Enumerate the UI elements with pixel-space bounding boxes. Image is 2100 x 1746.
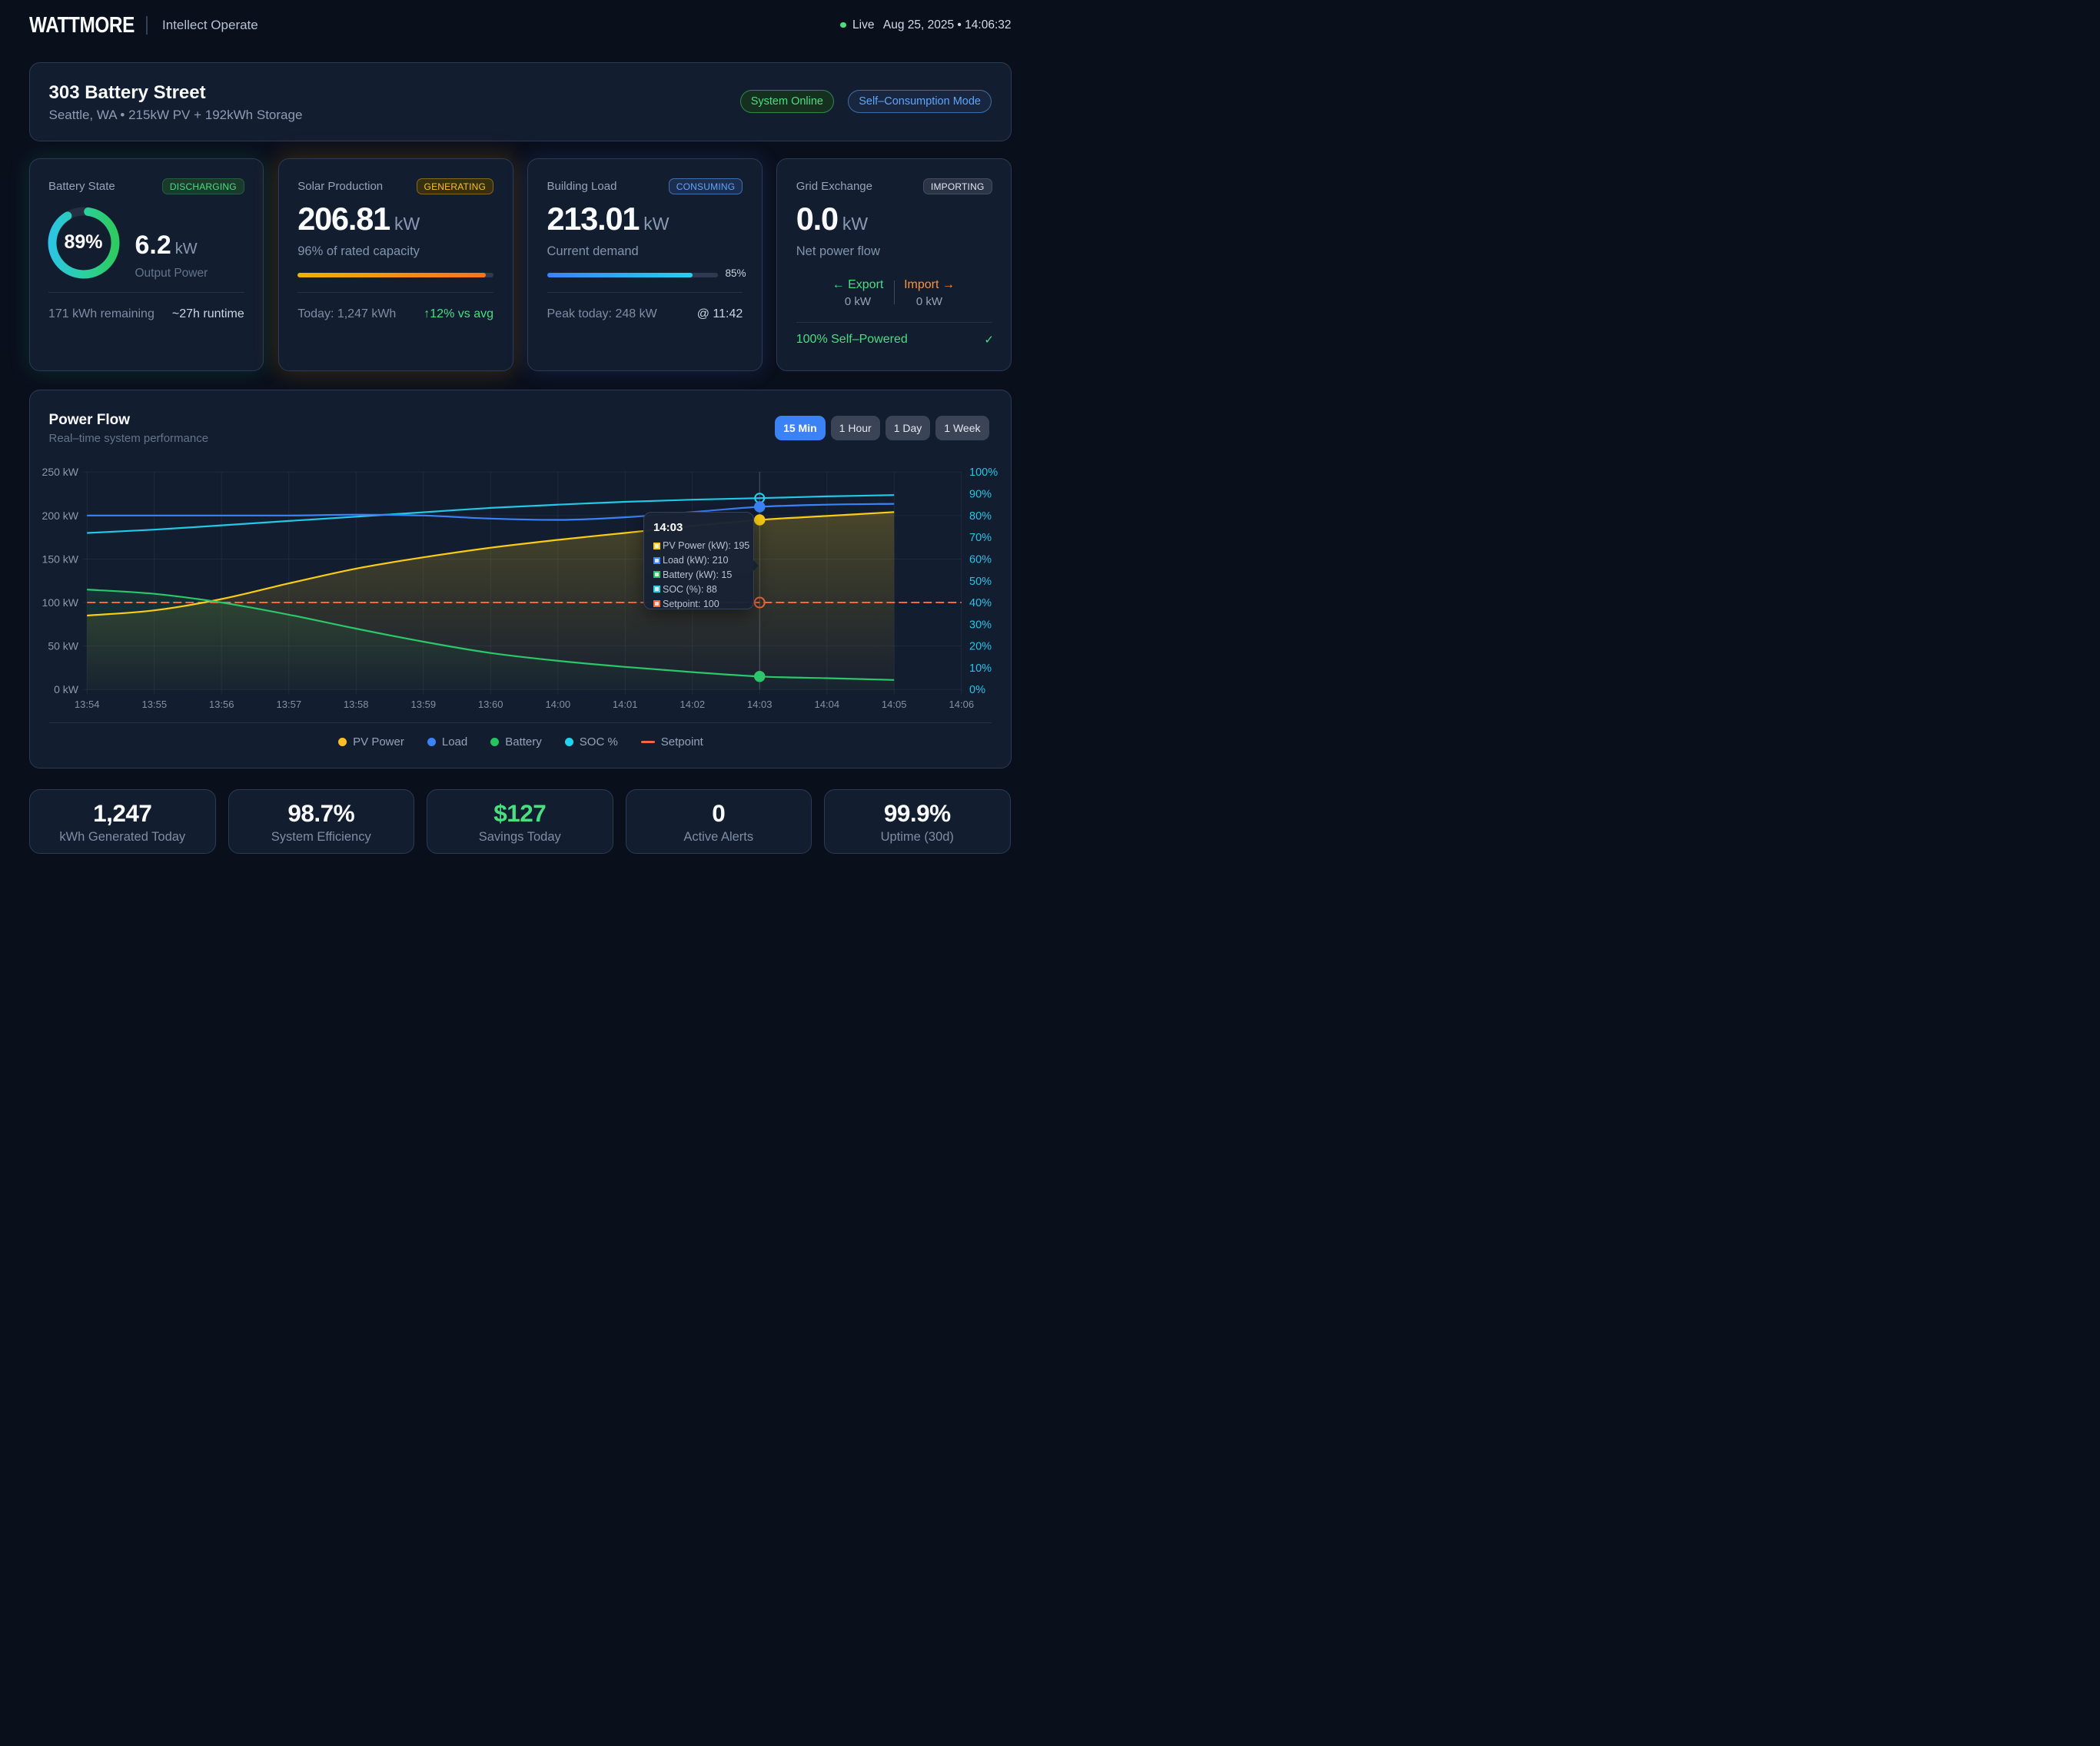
- svg-text:250 kW: 250 kW: [42, 466, 78, 478]
- svg-text:14:02: 14:02: [680, 699, 705, 710]
- svg-text:13:55: 13:55: [141, 699, 167, 710]
- svg-text:80%: 80%: [969, 510, 992, 523]
- svg-text:30%: 30%: [969, 619, 992, 631]
- svg-text:0%: 0%: [969, 684, 985, 696]
- svg-text:13:57: 13:57: [276, 699, 301, 710]
- svg-text:13:54: 13:54: [74, 699, 99, 710]
- svg-text:14:06: 14:06: [949, 699, 974, 710]
- svg-text:100%: 100%: [969, 466, 998, 479]
- svg-text:40%: 40%: [969, 597, 992, 609]
- svg-text:150 kW: 150 kW: [42, 553, 78, 565]
- svg-text:60%: 60%: [969, 553, 992, 566]
- svg-text:100 kW: 100 kW: [42, 596, 78, 609]
- svg-text:50 kW: 50 kW: [48, 639, 78, 652]
- svg-text:20%: 20%: [969, 640, 992, 652]
- svg-text:50%: 50%: [969, 576, 992, 588]
- svg-text:14:00: 14:00: [545, 699, 570, 710]
- svg-text:70%: 70%: [969, 532, 992, 544]
- svg-text:14:05: 14:05: [881, 699, 906, 710]
- svg-text:14:04: 14:04: [814, 699, 839, 710]
- svg-text:13:56: 13:56: [208, 699, 234, 710]
- svg-text:14:03: 14:03: [746, 699, 772, 710]
- svg-text:200 kW: 200 kW: [42, 510, 78, 522]
- svg-text:13:59: 13:59: [410, 699, 436, 710]
- svg-text:13:58: 13:58: [343, 699, 368, 710]
- svg-text:10%: 10%: [969, 662, 992, 675]
- svg-text:14:01: 14:01: [612, 699, 637, 710]
- svg-text:90%: 90%: [969, 488, 992, 500]
- svg-text:0 kW: 0 kW: [54, 683, 79, 695]
- svg-text:13:60: 13:60: [477, 699, 503, 710]
